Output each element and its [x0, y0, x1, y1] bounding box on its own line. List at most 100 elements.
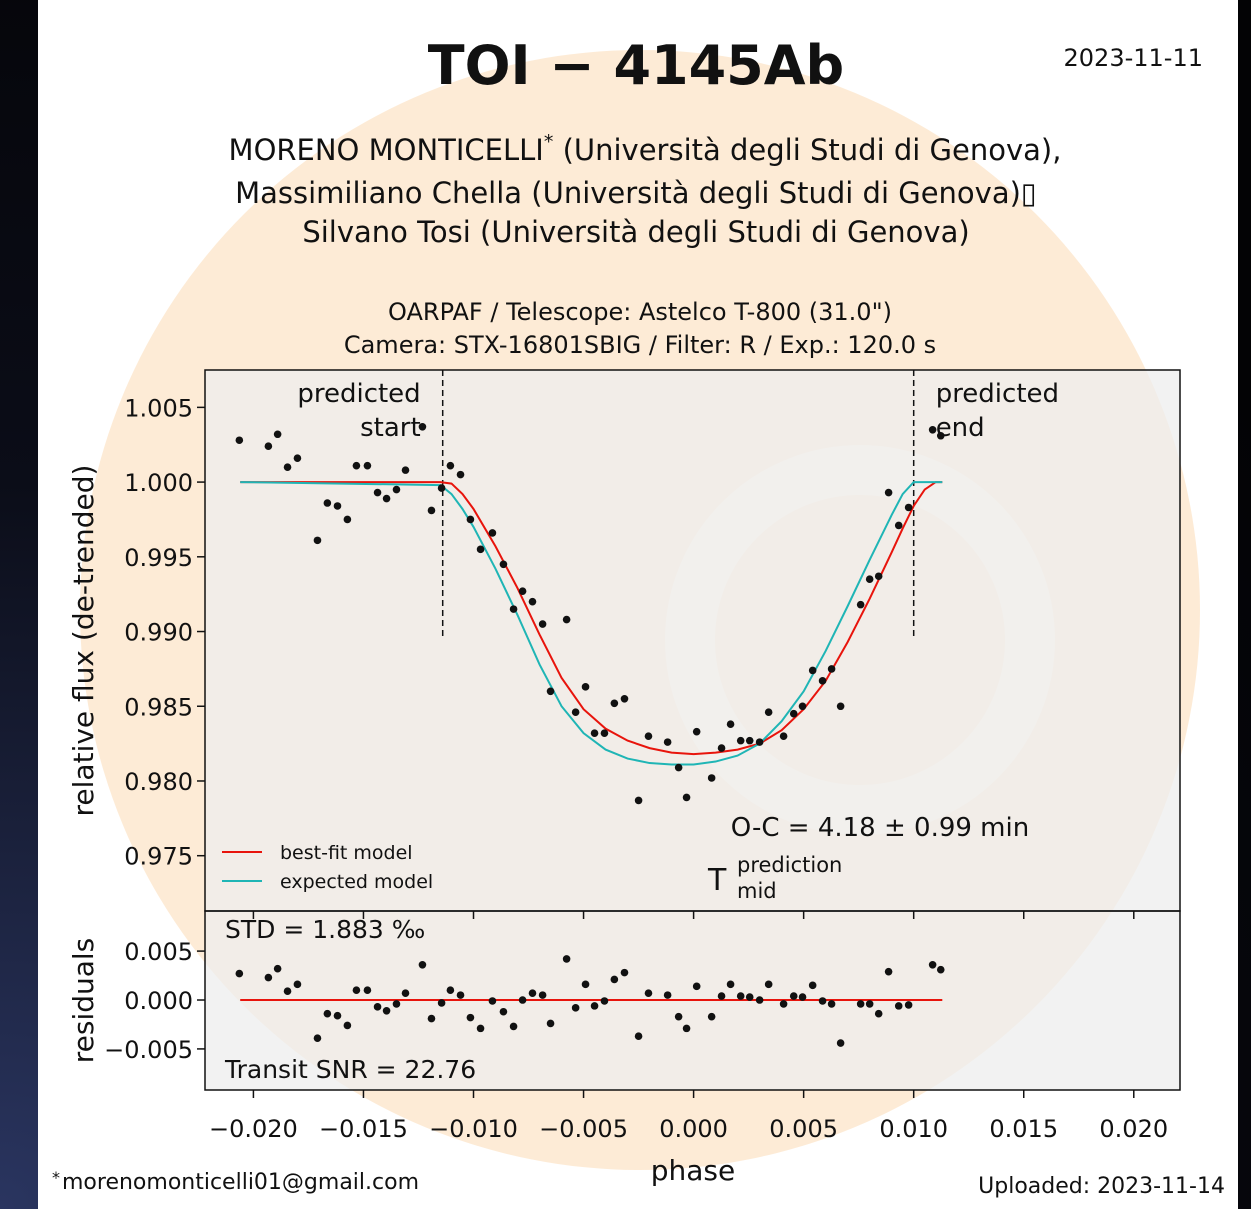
data-point	[837, 702, 845, 710]
data-point	[265, 974, 273, 982]
data-point	[447, 986, 455, 994]
x-tick-label: 0.015	[989, 1115, 1058, 1143]
y-tick-label: 1.005	[124, 394, 193, 422]
data-point	[756, 738, 764, 746]
footer-email: morenomonticelli01@gmail.com	[62, 1170, 419, 1195]
data-point	[489, 997, 497, 1005]
data-point	[780, 1000, 788, 1008]
data-point	[708, 1013, 716, 1021]
y-tick-label: 0.000	[124, 987, 193, 1015]
y-tick-label: −0.005	[104, 1036, 193, 1064]
data-point	[419, 961, 427, 969]
snr-annotation: Transit SNR = 22.76	[224, 1055, 476, 1084]
data-point	[828, 1000, 836, 1008]
data-point	[756, 996, 764, 1004]
data-point	[428, 507, 436, 515]
data-point	[727, 981, 735, 989]
data-point	[572, 1004, 580, 1012]
data-point	[374, 1003, 382, 1011]
data-point	[675, 764, 683, 772]
data-point	[937, 966, 945, 974]
x-tick-label: −0.015	[319, 1115, 408, 1143]
data-point	[529, 989, 537, 997]
data-point	[582, 683, 590, 691]
x-tick-label: 0.020	[1099, 1115, 1168, 1143]
data-point	[819, 997, 827, 1005]
data-point	[809, 982, 817, 990]
data-point	[334, 1012, 342, 1020]
data-point	[353, 462, 361, 470]
data-point	[746, 993, 754, 1001]
x-tick-label: 0.010	[879, 1115, 948, 1143]
data-point	[547, 1020, 555, 1028]
data-point	[236, 970, 244, 978]
data-point	[374, 489, 382, 497]
data-point	[236, 436, 244, 444]
page: {"header":{"title":"TOI − 4145Ab","date"…	[0, 0, 1251, 1209]
data-point	[344, 516, 352, 524]
data-point	[402, 466, 410, 474]
uploaded: Uploaded: 2023-11-14	[978, 1174, 1225, 1199]
data-point	[708, 774, 716, 782]
data-point	[746, 737, 754, 745]
data-point	[294, 454, 302, 462]
data-point	[819, 677, 827, 685]
y-tick-label: 0.980	[124, 768, 193, 796]
y-tick-label: 0.985	[124, 693, 193, 721]
data-point	[645, 989, 653, 997]
data-point	[274, 965, 282, 973]
authors-line: Silvano Tosi (Università degli Studi di …	[302, 215, 969, 249]
data-point	[664, 991, 672, 999]
data-point	[274, 430, 282, 438]
data-point	[519, 996, 527, 1004]
x-tick-label: −0.010	[429, 1115, 518, 1143]
data-point	[645, 732, 653, 740]
data-point	[334, 502, 342, 510]
data-point	[895, 1002, 903, 1010]
data-point	[693, 983, 701, 991]
predicted-label: start	[360, 413, 421, 443]
author-mark: *	[544, 131, 554, 153]
data-point	[780, 732, 788, 740]
data-point	[402, 989, 410, 997]
data-point	[601, 729, 609, 737]
x-tick-label: 0.000	[659, 1115, 728, 1143]
chart-subtitle: Camera: STX-16801SBIG / Filter: R / Exp.…	[344, 331, 936, 359]
data-point	[635, 1032, 643, 1040]
y-tick-label: 0.005	[124, 938, 193, 966]
data-point	[265, 442, 273, 450]
data-point	[635, 797, 643, 805]
data-point	[737, 737, 745, 745]
data-point	[383, 1007, 391, 1015]
data-point	[547, 688, 555, 696]
data-point	[621, 695, 629, 703]
data-point	[875, 572, 883, 580]
std-annotation: STD = 1.883 ‰	[225, 915, 425, 944]
data-point	[937, 432, 945, 440]
legend-label: expected model	[280, 871, 433, 893]
x-tick-label: −0.020	[209, 1115, 298, 1143]
authors-line: Massimiliano Chella (Università degli St…	[235, 176, 1037, 210]
x-tick-label: 0.005	[769, 1115, 838, 1143]
data-point	[683, 794, 691, 802]
x-axis-label: phase	[651, 1154, 736, 1187]
data-point	[364, 986, 372, 994]
y-tick-label: 0.990	[124, 619, 193, 647]
data-point	[683, 1025, 691, 1033]
data-point	[500, 1008, 508, 1016]
data-point	[875, 1010, 883, 1018]
data-point	[519, 587, 527, 595]
tmid-symbol: T	[707, 863, 727, 898]
data-point	[929, 426, 937, 434]
data-point	[718, 992, 726, 1000]
y-axis-label: relative flux (de-trended)	[67, 465, 100, 817]
data-point	[383, 495, 391, 503]
data-point	[866, 1000, 874, 1008]
y-tick-label: 0.995	[124, 544, 193, 572]
data-point	[718, 744, 726, 752]
data-point	[693, 728, 701, 736]
data-point	[314, 1034, 322, 1042]
data-point	[675, 1013, 683, 1021]
predicted-label: predicted	[936, 379, 1059, 409]
data-point	[790, 992, 798, 1000]
